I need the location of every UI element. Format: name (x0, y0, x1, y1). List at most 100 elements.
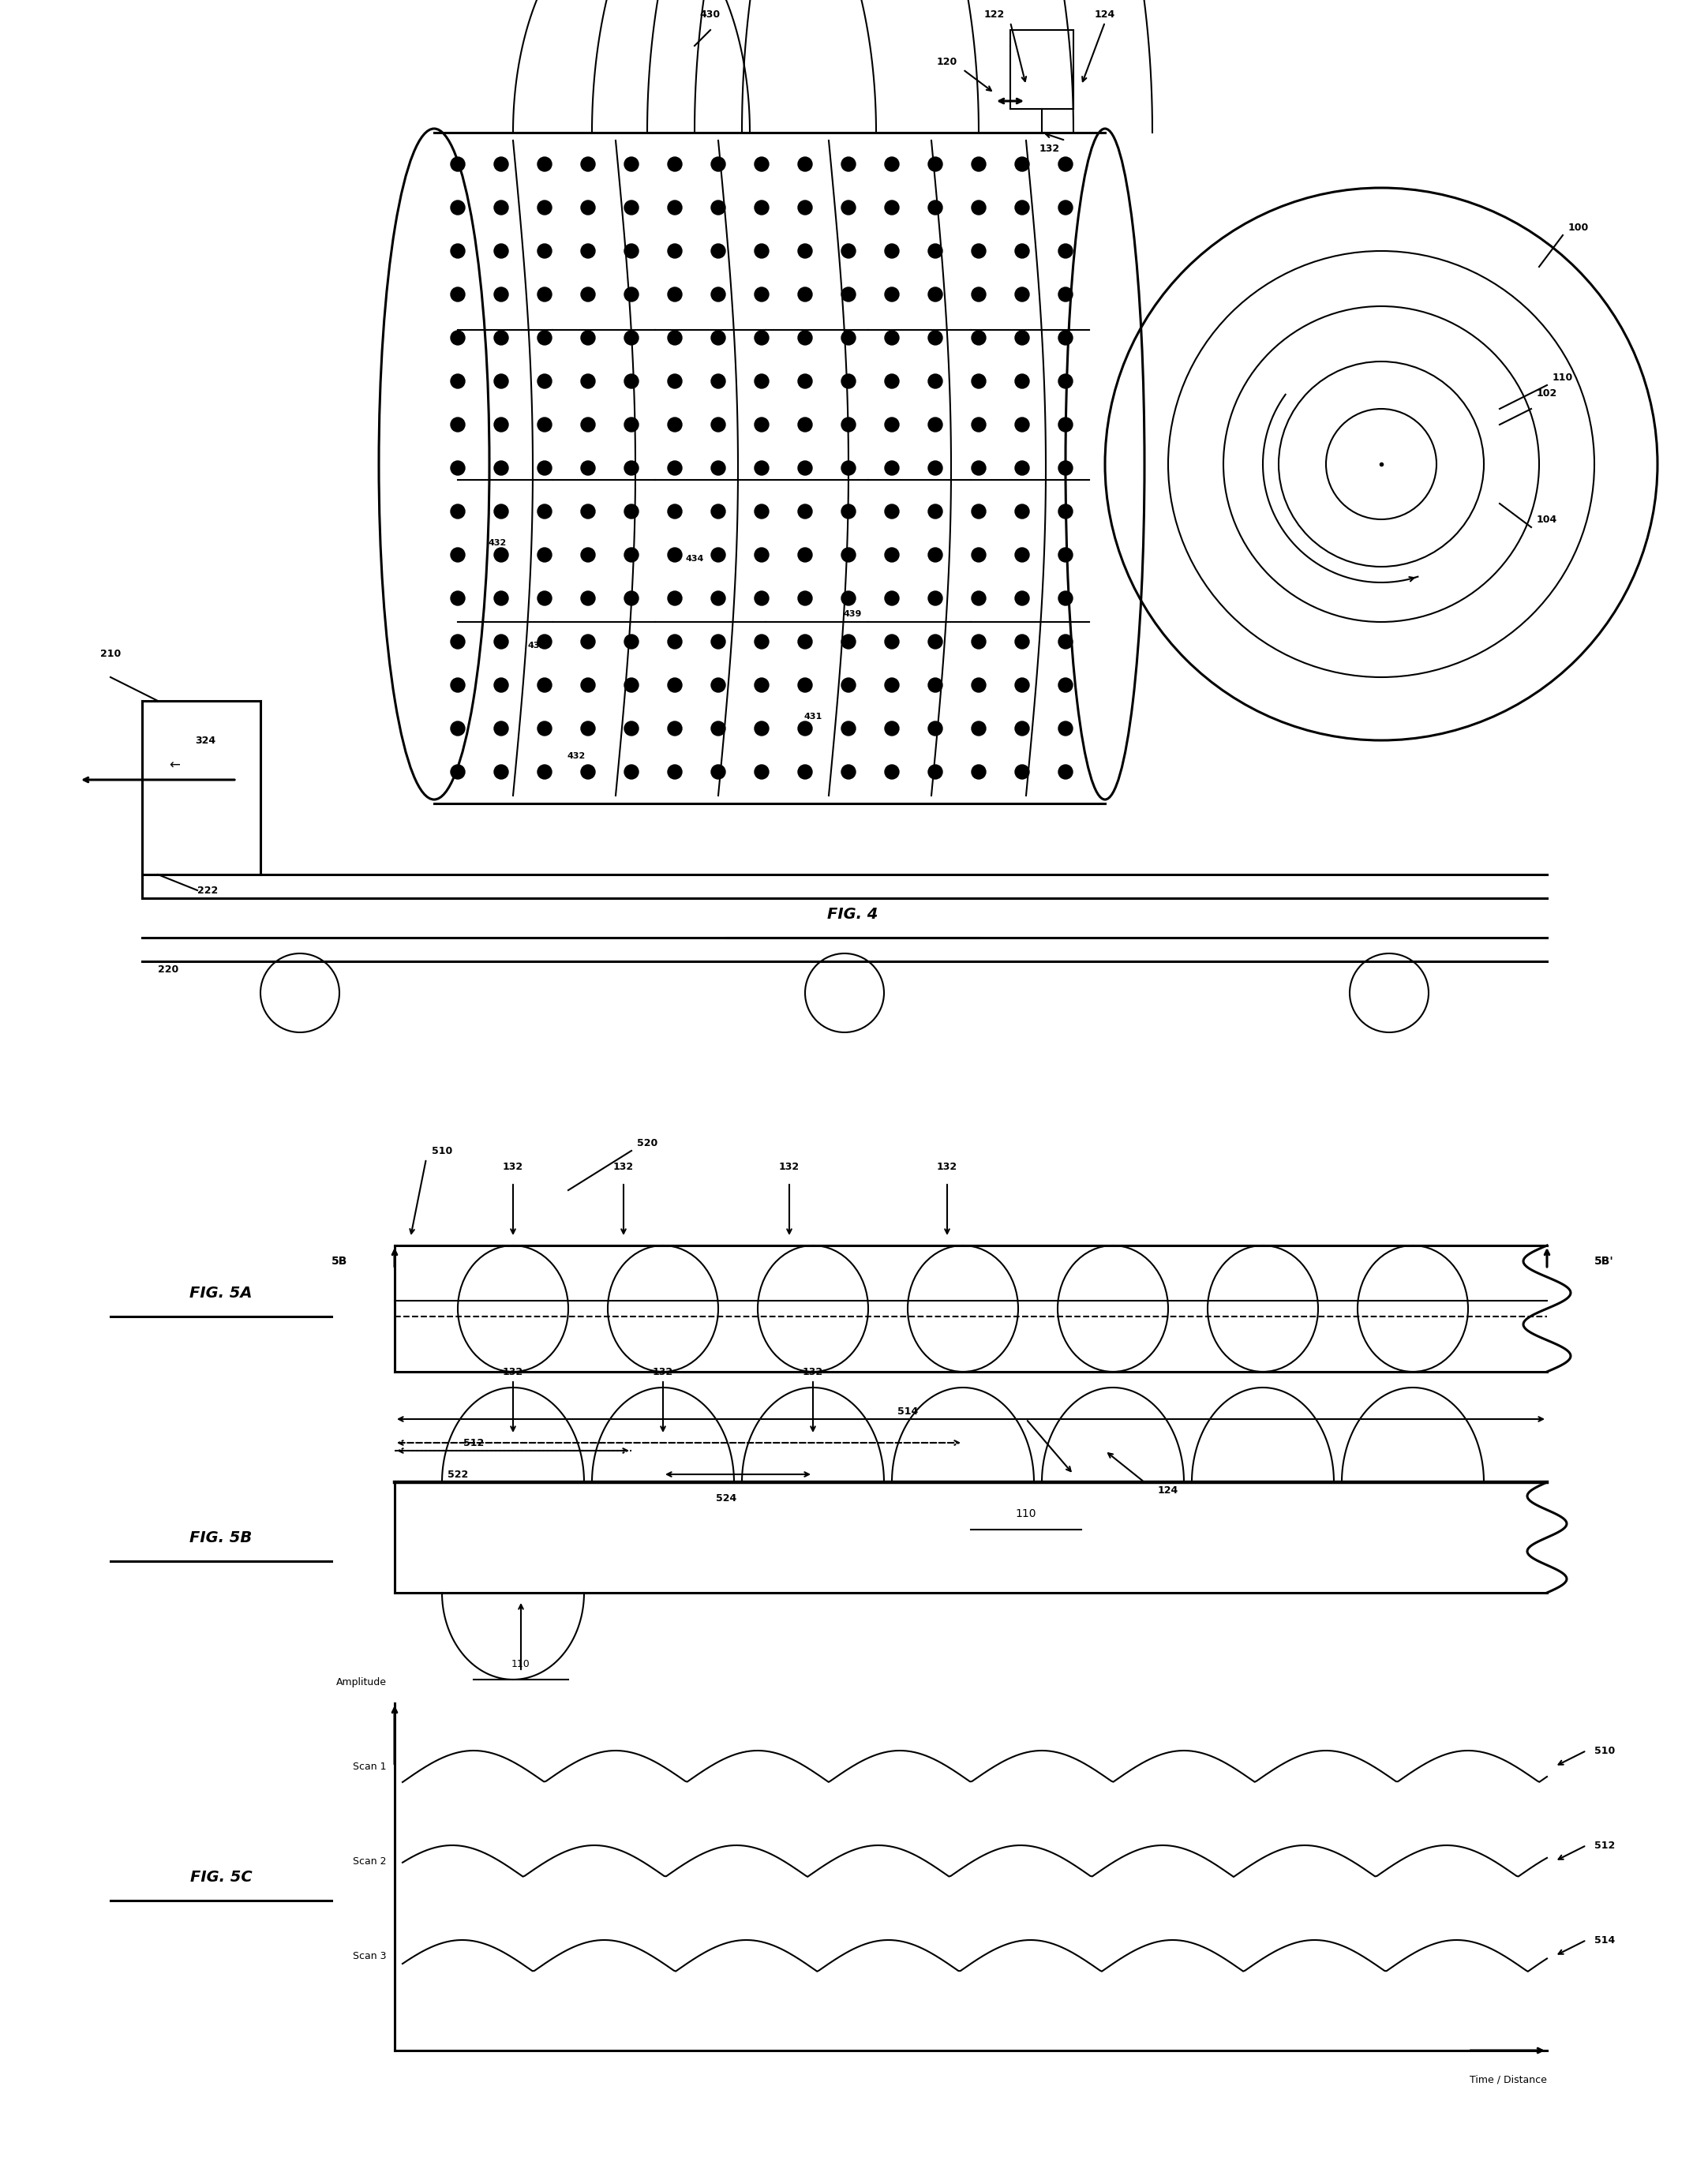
Text: 110: 110 (1016, 1508, 1037, 1519)
Circle shape (668, 287, 681, 303)
Circle shape (927, 417, 943, 432)
Circle shape (1015, 765, 1030, 778)
Circle shape (538, 158, 552, 171)
Circle shape (1059, 635, 1073, 648)
Text: 132: 132 (779, 1160, 799, 1171)
Circle shape (494, 158, 509, 171)
Circle shape (538, 547, 552, 562)
Circle shape (1015, 244, 1030, 257)
Circle shape (755, 158, 769, 171)
Circle shape (798, 374, 813, 389)
Circle shape (1015, 287, 1030, 303)
Circle shape (927, 287, 943, 303)
Text: 432: 432 (567, 752, 586, 761)
Circle shape (755, 374, 769, 389)
Circle shape (927, 201, 943, 214)
Circle shape (972, 765, 986, 778)
Circle shape (1015, 547, 1030, 562)
Circle shape (885, 244, 898, 257)
Circle shape (668, 765, 681, 778)
Circle shape (755, 765, 769, 778)
Circle shape (1059, 679, 1073, 692)
Circle shape (1059, 592, 1073, 605)
Circle shape (885, 679, 898, 692)
Circle shape (1059, 460, 1073, 475)
Text: 514: 514 (1594, 1934, 1616, 1945)
Circle shape (798, 504, 813, 519)
Circle shape (842, 547, 856, 562)
Circle shape (972, 592, 986, 605)
Circle shape (451, 765, 465, 778)
Circle shape (885, 374, 898, 389)
Text: Time / Distance: Time / Distance (1471, 2075, 1547, 2085)
Circle shape (842, 417, 856, 432)
Circle shape (885, 504, 898, 519)
Text: 439: 439 (844, 609, 861, 618)
Circle shape (927, 460, 943, 475)
Text: 432: 432 (488, 538, 506, 547)
Text: 110: 110 (512, 1660, 529, 1668)
Circle shape (798, 547, 813, 562)
Circle shape (798, 417, 813, 432)
Circle shape (1059, 722, 1073, 735)
Circle shape (798, 635, 813, 648)
Text: 132: 132 (1040, 143, 1061, 153)
Circle shape (798, 331, 813, 346)
Circle shape (842, 635, 856, 648)
Circle shape (581, 417, 594, 432)
Circle shape (798, 244, 813, 257)
Text: 210: 210 (101, 648, 121, 659)
Text: FIG. 5C: FIG. 5C (190, 1869, 253, 1884)
Circle shape (1059, 331, 1073, 346)
Text: 430: 430 (700, 9, 721, 19)
Circle shape (927, 331, 943, 346)
Circle shape (538, 374, 552, 389)
Text: 102: 102 (1537, 389, 1558, 398)
Circle shape (798, 287, 813, 303)
Circle shape (1059, 547, 1073, 562)
Text: Scan 1: Scan 1 (354, 1761, 386, 1772)
Circle shape (581, 679, 594, 692)
Circle shape (494, 460, 509, 475)
Circle shape (451, 460, 465, 475)
Circle shape (494, 679, 509, 692)
Text: Scan 2: Scan 2 (354, 1856, 386, 1867)
Circle shape (625, 679, 639, 692)
Circle shape (668, 374, 681, 389)
Circle shape (538, 417, 552, 432)
Circle shape (798, 460, 813, 475)
Circle shape (625, 547, 639, 562)
Circle shape (755, 679, 769, 692)
Circle shape (885, 635, 898, 648)
Circle shape (755, 547, 769, 562)
Circle shape (625, 287, 639, 303)
Circle shape (927, 374, 943, 389)
Text: 124: 124 (1158, 1485, 1179, 1495)
Circle shape (755, 417, 769, 432)
Circle shape (755, 287, 769, 303)
Circle shape (711, 158, 726, 171)
Text: FIG. 5B: FIG. 5B (190, 1530, 253, 1545)
Circle shape (581, 331, 594, 346)
Circle shape (494, 722, 509, 735)
Text: 5B': 5B' (1594, 1256, 1614, 1266)
Circle shape (798, 722, 813, 735)
Circle shape (581, 158, 594, 171)
Circle shape (972, 679, 986, 692)
Circle shape (451, 635, 465, 648)
Text: 220: 220 (157, 964, 179, 975)
Circle shape (625, 722, 639, 735)
Circle shape (451, 331, 465, 346)
Circle shape (972, 331, 986, 346)
Text: 132: 132 (502, 1160, 523, 1171)
Circle shape (581, 635, 594, 648)
Circle shape (451, 547, 465, 562)
Circle shape (711, 460, 726, 475)
Text: FIG. 5A: FIG. 5A (190, 1286, 253, 1301)
Text: 132: 132 (652, 1366, 673, 1377)
Text: Amplitude: Amplitude (336, 1677, 386, 1688)
Circle shape (1015, 158, 1030, 171)
Circle shape (755, 460, 769, 475)
Circle shape (711, 679, 726, 692)
Text: 524: 524 (716, 1493, 736, 1504)
